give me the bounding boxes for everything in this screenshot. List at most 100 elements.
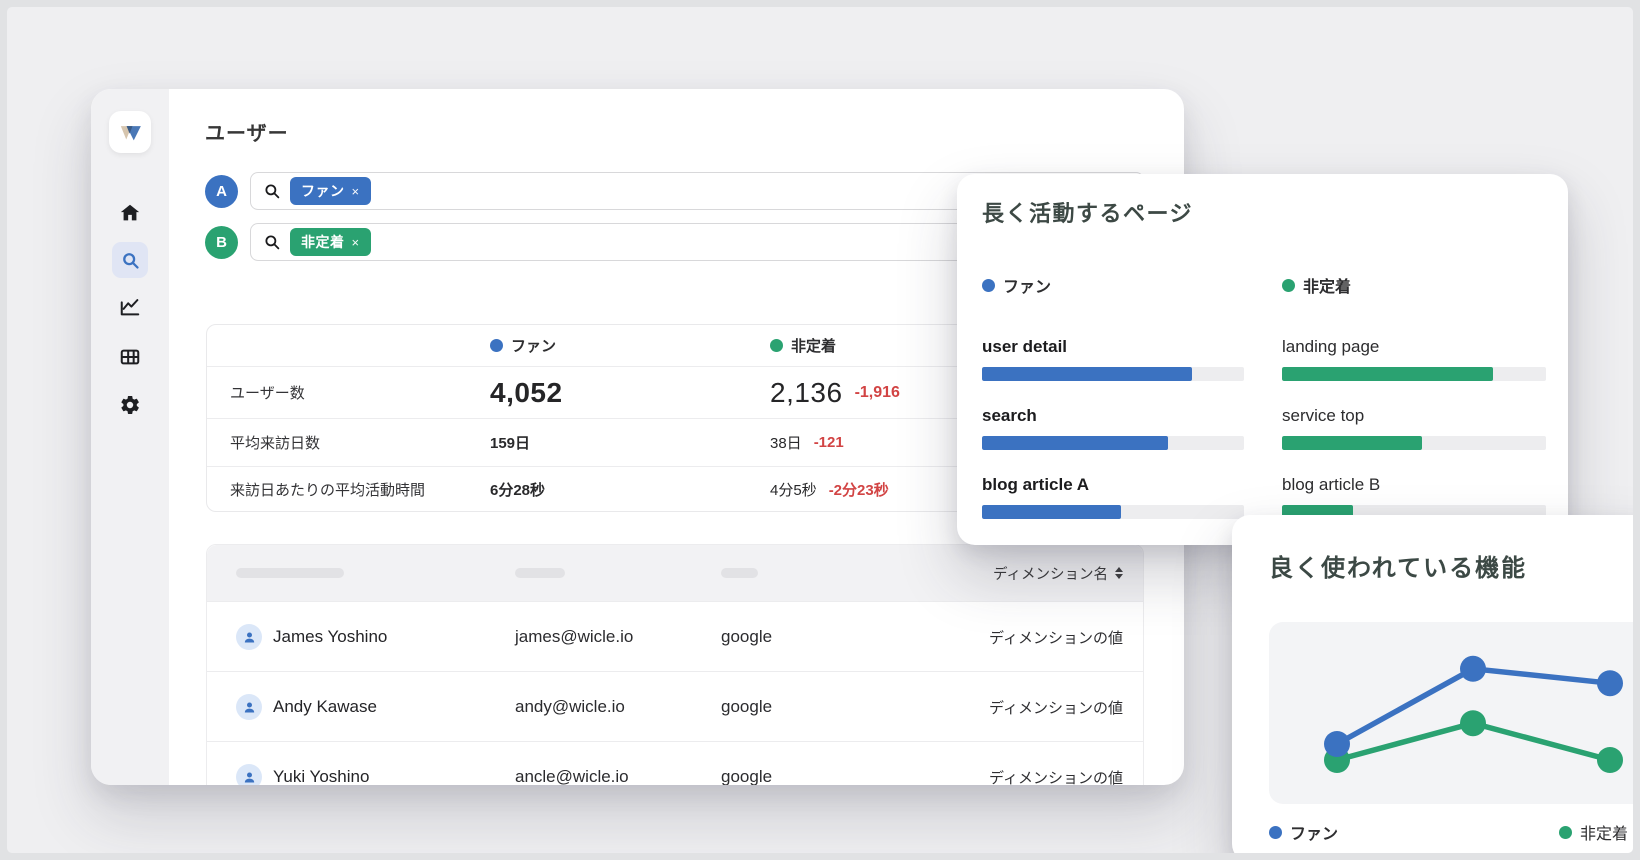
bar-fill (982, 436, 1169, 450)
bar-label: service top (1282, 406, 1365, 425)
sidebar-item-tables[interactable] (91, 346, 169, 368)
metric-delta: -1,916 (854, 383, 900, 401)
user-source: google (721, 627, 773, 646)
remove-tag-icon[interactable]: × (351, 234, 360, 250)
fan-legend: ファン (982, 273, 1051, 297)
dimension-header-label: ディメンション名 (993, 566, 1108, 583)
hiteichaku-legend-label: 非定着 (791, 338, 837, 355)
metric-label: 来訪日あたりの平均活動時間 (230, 482, 426, 499)
users-table-header: ディメンション名 (207, 545, 1143, 601)
metric-value-b: 38日 (770, 435, 802, 452)
metric-value-a: 159日 (490, 435, 531, 452)
person-icon (244, 632, 254, 642)
remove-tag-icon[interactable]: × (351, 183, 360, 199)
filter-tag-fan[interactable]: ファン × (290, 177, 371, 205)
bar-chart-hiteichaku: landing page service top blog article B (1282, 337, 1546, 544)
skeleton-column-header (236, 568, 344, 578)
metric-value-a: 6分28秒 (490, 482, 546, 499)
metric-delta: -121 (813, 434, 844, 451)
bar-row: service top (1282, 406, 1546, 450)
page-background: ユーザー A ファン × B (7, 7, 1633, 853)
hiteichaku-legend: 非定着 (1559, 820, 1628, 844)
metric-value-b: 4分5秒 (770, 482, 817, 499)
bar-chart-fan: user detail search blog article A (982, 337, 1244, 544)
bar-row: search (982, 406, 1244, 450)
fan-legend-label: ファン (511, 338, 557, 355)
bar-row: blog article A (982, 475, 1244, 519)
sidebar (91, 89, 169, 785)
metric-row-users: ユーザー数 4,052 2,136 -1,916 (207, 366, 1143, 418)
metric-value-a: 4,052 (490, 376, 563, 408)
bar-label: search (982, 406, 1037, 425)
user-email: james@wicle.io (515, 627, 634, 646)
dimension-column-header[interactable]: ディメンション名 (993, 545, 1123, 601)
gear-icon (121, 396, 139, 414)
active-pages-card: 長く活動するページ ファン 非定着 user detail search blo… (957, 174, 1568, 545)
hiteichaku-legend-label: 非定着 (1303, 279, 1352, 296)
bar-row: landing page (1282, 337, 1546, 381)
avatar (236, 694, 262, 720)
dimension-value: ディメンションの値 (989, 699, 1123, 717)
bar-fill (982, 505, 1121, 519)
filter-tag-hiteichaku[interactable]: 非定着 × (290, 228, 371, 256)
user-source: google (721, 697, 773, 716)
user-name: James Yoshino (273, 627, 388, 646)
skeleton-column-header (721, 568, 758, 578)
hiteichaku-legend-dot (1559, 825, 1572, 839)
fan-legend: ファン (1269, 820, 1338, 844)
filter-tag-label: ファン (301, 183, 345, 199)
metric-row-avg-active-time: 来訪日あたりの平均活動時間 6分28秒 4分5秒 -2分23秒 (207, 466, 1143, 512)
segment-a-badge: A (205, 175, 238, 208)
bar-track (1282, 436, 1546, 450)
users-table: ディメンション名 James Yoshino james@wicle.io go… (206, 544, 1144, 785)
search-icon (122, 252, 139, 269)
sidebar-item-analytics[interactable] (91, 296, 169, 318)
fan-legend-label: ファン (1290, 826, 1339, 843)
card-title: 良く使われている機能 (1269, 555, 1528, 582)
filter-tag-label: 非定着 (301, 234, 345, 250)
bar-fill (982, 367, 1192, 381)
person-icon (244, 702, 254, 712)
avatar (236, 624, 262, 650)
comparison-header-row: ファン 非定着 (207, 325, 1143, 366)
metric-value-b: 2,136 (770, 376, 843, 408)
bar-label: landing page (1282, 337, 1380, 356)
metric-label: 平均来訪日数 (230, 435, 321, 452)
user-name: Andy Kawase (273, 697, 377, 716)
table-row[interactable]: Yuki Yoshino ancle@wicle.io google ディメンシ… (207, 741, 1143, 785)
table-row[interactable]: James Yoshino james@wicle.io google ディメン… (207, 601, 1143, 671)
table-row[interactable]: Andy Kawase andy@wicle.io google ディメンション… (207, 671, 1143, 741)
search-icon (265, 235, 280, 250)
app-logo[interactable] (109, 111, 151, 153)
fan-legend-dot (1269, 825, 1282, 839)
user-email: ancle@wicle.io (515, 767, 629, 785)
line-chart-panel (1269, 622, 1633, 804)
bar-label: blog article B (1282, 475, 1381, 494)
sidebar-item-home[interactable] (91, 202, 169, 224)
sort-icon[interactable] (1115, 567, 1123, 579)
sidebar-item-settings[interactable] (91, 394, 169, 416)
dimension-value: ディメンションの値 (989, 629, 1123, 647)
card-title: 長く活動するページ (982, 201, 1194, 226)
line-chart (1324, 655, 1623, 773)
bar-track (982, 436, 1244, 450)
fan-legend-dot (982, 278, 995, 292)
sidebar-item-search[interactable] (112, 242, 148, 278)
avatar (236, 764, 262, 785)
page-title: ユーザー (205, 123, 289, 145)
metric-delta: -2分23秒 (828, 482, 889, 499)
home-icon (120, 204, 140, 221)
metric-label: ユーザー数 (230, 385, 305, 402)
bar-row: user detail (982, 337, 1244, 381)
fan-legend-dot (490, 339, 503, 352)
user-email: andy@wicle.io (515, 697, 625, 716)
user-source: google (721, 767, 773, 785)
bar-track (982, 505, 1244, 519)
hiteichaku-legend-label: 非定着 (1580, 826, 1629, 843)
popular-features-card: 良く使われている機能 ファン 非定着 (1232, 515, 1633, 853)
bar-label: blog article A (982, 475, 1090, 494)
fan-legend-label: ファン (1003, 279, 1052, 296)
line-chart-icon (120, 299, 140, 316)
hiteichaku-legend-dot (1282, 278, 1295, 292)
bar-track (982, 367, 1244, 381)
